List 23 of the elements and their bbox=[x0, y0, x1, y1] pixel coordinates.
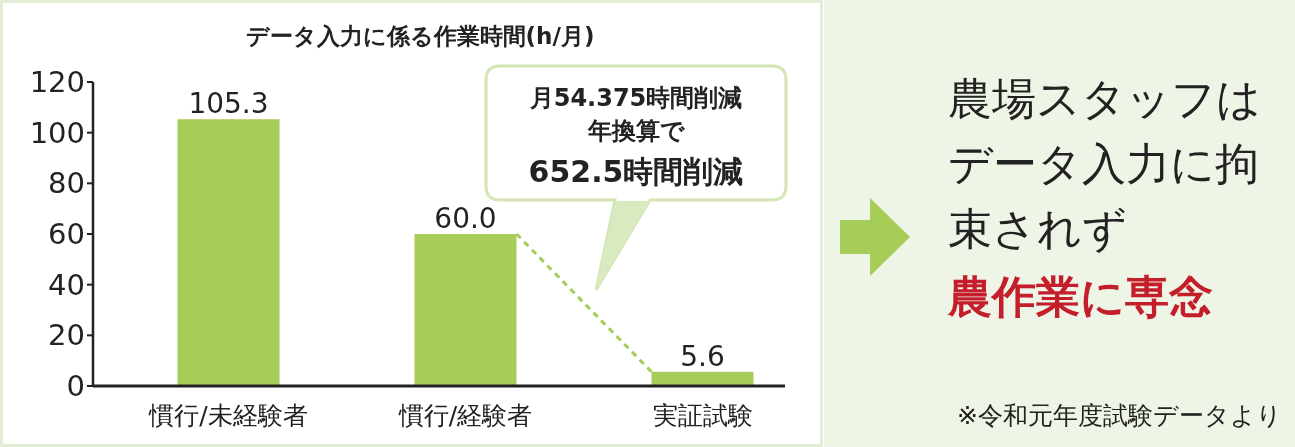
y-tick-label: 0 bbox=[66, 369, 85, 403]
text: 農作業に専念 bbox=[947, 271, 1213, 322]
bar bbox=[651, 371, 754, 386]
data-label: 5.6 bbox=[680, 339, 725, 373]
text: ※令和元年度試験データより bbox=[957, 401, 1282, 430]
y-tick-label: 20 bbox=[48, 318, 85, 353]
x-tick-label: 実証試験 bbox=[652, 401, 753, 430]
text: 農場スタッフはデータ入力に拘束されず bbox=[948, 73, 1261, 254]
data-label: 105.3 bbox=[188, 87, 269, 121]
x-tick-label: 慣行/経験者 bbox=[397, 401, 533, 430]
y-tick-label: 40 bbox=[48, 267, 85, 302]
bar bbox=[414, 234, 517, 386]
annotation: 年換算で bbox=[586, 117, 686, 145]
annotation: 月54.375時間削減 bbox=[528, 84, 743, 112]
annotation: 652.5時間削減 bbox=[528, 154, 744, 189]
y-tick-label: 100 bbox=[29, 115, 85, 150]
chart-title: データ入力に係る作業時間(h/月) bbox=[245, 23, 595, 49]
y-tick-label: 80 bbox=[48, 166, 85, 201]
y-tick-label: 120 bbox=[29, 65, 85, 99]
x-tick-label: 慣行/未経験者 bbox=[148, 401, 308, 430]
y-tick-label: 60 bbox=[48, 217, 85, 251]
data-label: 60.0 bbox=[434, 202, 497, 235]
bar bbox=[177, 119, 280, 386]
